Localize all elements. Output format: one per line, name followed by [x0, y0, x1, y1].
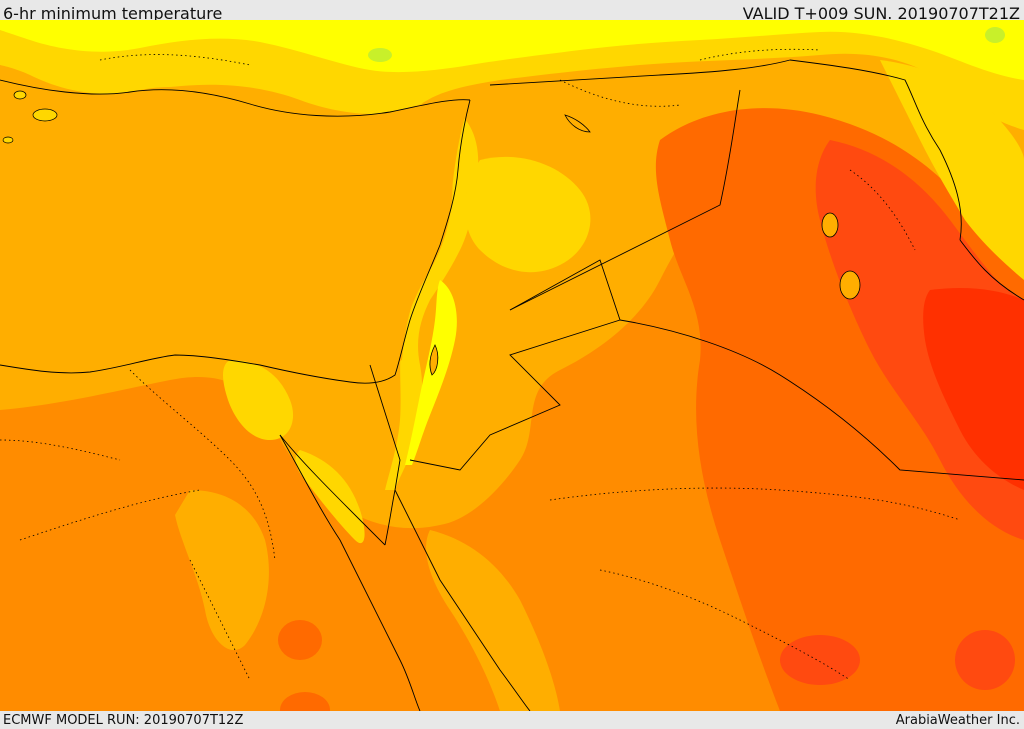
zone-yellow-iran [880, 60, 1024, 280]
turkey-coastline [0, 79, 471, 117]
iran-iraq-border [789, 59, 962, 241]
levant-coastline [349, 99, 471, 384]
egypt-coastline [0, 354, 351, 383]
syria-iraq-border [509, 89, 741, 311]
zone-yellow-orange-turkey [0, 20, 1024, 130]
gulf-coastline [959, 239, 1024, 301]
zone-yellow-syria [465, 156, 591, 273]
lake-tharthar [839, 270, 861, 300]
zone-light-green-east [985, 27, 1005, 43]
temperature-map[interactable] [0, 20, 1024, 711]
valid-time: VALID T+009 SUN. 20190707T21Z [742, 4, 1020, 23]
sinai-border [369, 364, 401, 491]
mediterranean-sea [0, 80, 470, 373]
aegean-islands [2, 90, 58, 144]
gulf-of-aqaba [384, 489, 396, 546]
iraq-saudi-border [619, 319, 1024, 481]
zone-yellow-levant [385, 110, 479, 490]
zone-red-spot-eg [278, 620, 322, 660]
gulf-of-suez [279, 434, 386, 546]
zone-red-spot-eg2 [280, 692, 330, 711]
dead-sea [429, 344, 439, 376]
zone-yellow-turkey [0, 20, 1024, 80]
zone-yellow-delta [223, 360, 294, 440]
zone-yellow-orange-egypt [175, 490, 269, 651]
lake-assad [564, 114, 591, 133]
zone-red-spot-sa2 [955, 630, 1015, 690]
borders [0, 59, 1024, 711]
red-sea-east-coast [394, 489, 531, 711]
map-title: 6-hr minimum temperature [3, 4, 223, 23]
syria-turkey-border [489, 59, 791, 86]
zone-red-spot-sa1 [780, 635, 860, 685]
zone-yellow-orange-saudi [426, 530, 560, 711]
model-run: ECMWF MODEL RUN: 20190707T12Z [3, 713, 244, 728]
credit-label: ArabiaWeather Inc. [895, 713, 1020, 728]
lake-habbaniyah [821, 212, 839, 238]
header-bar [0, 0, 1024, 20]
zone-red-kuwait [923, 288, 1024, 490]
footer-bar [0, 711, 1024, 729]
zone-light-green-turkey [368, 48, 392, 62]
internal-borders [0, 48, 961, 681]
jordan-border [409, 259, 621, 471]
zone-yellow-sinai [295, 450, 365, 544]
red-sea-west-coast [279, 434, 421, 711]
